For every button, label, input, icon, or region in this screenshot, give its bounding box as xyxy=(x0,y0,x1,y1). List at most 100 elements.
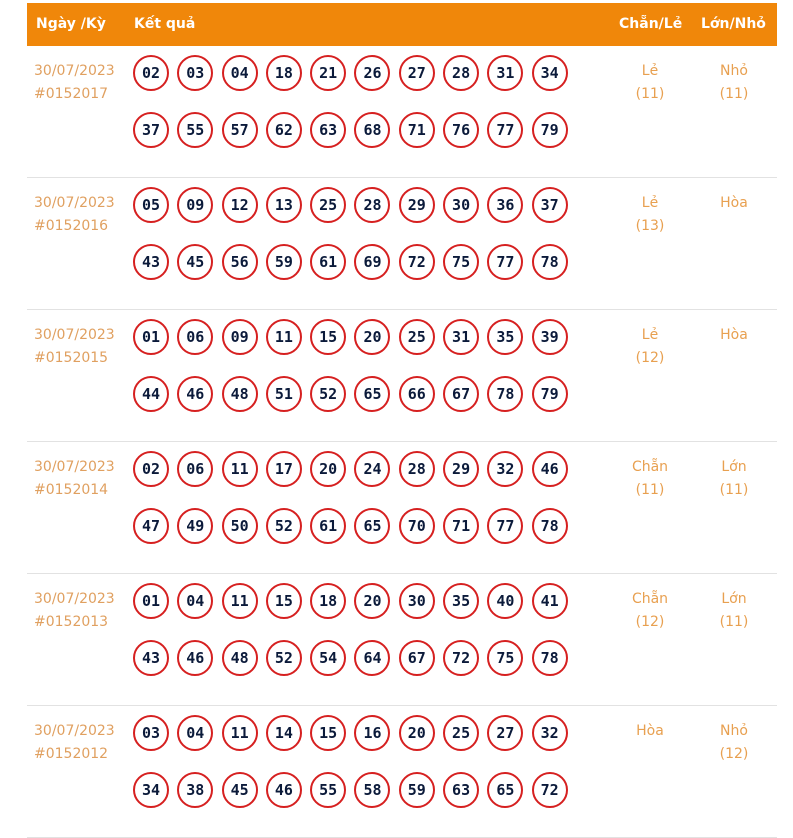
number-ball: 26 xyxy=(354,55,391,91)
parity-result: Chẵn xyxy=(631,591,669,607)
number-ball: 03 xyxy=(177,55,214,91)
header-size: Lớn/Nhỏ xyxy=(701,16,766,32)
parity-cell: Chẵn (11) xyxy=(615,456,685,502)
size-cell: Hòa xyxy=(699,324,769,347)
number-ball: 02 xyxy=(133,451,169,487)
number-ball: 48 xyxy=(221,640,258,676)
draw-id: #0152012 xyxy=(34,746,109,762)
size-result: Hòa xyxy=(720,195,748,211)
number-ball: 24 xyxy=(354,451,391,487)
number-ball: 13 xyxy=(265,187,302,223)
number-ball: 72 xyxy=(443,640,480,676)
parity-count: (13) xyxy=(635,218,665,234)
number-ball: 62 xyxy=(265,112,302,148)
number-ball: 46 xyxy=(265,772,302,808)
table-row: 30/07/2023 #0152017 02 03 04 18 21 26 27 28 31 34 3… xyxy=(27,46,777,178)
number-ball: 71 xyxy=(398,112,435,148)
number-ball: 32 xyxy=(487,451,524,487)
parity-count: (12) xyxy=(635,350,665,366)
draw-date: 30/07/2023 xyxy=(34,327,115,343)
number-ball: 20 xyxy=(354,583,391,619)
number-ball: 14 xyxy=(265,715,302,751)
number-ball: 52 xyxy=(265,508,302,544)
parity-result: Lẻ xyxy=(641,327,659,343)
number-ball: 15 xyxy=(310,715,347,751)
number-ball: 67 xyxy=(443,376,480,412)
number-ball: 37 xyxy=(531,187,568,223)
number-ball: 30 xyxy=(443,187,480,223)
number-ball: 76 xyxy=(443,112,480,148)
parity-cell: Hòa xyxy=(615,720,685,743)
number-ball: 39 xyxy=(531,319,568,355)
draw-id: #0152017 xyxy=(34,86,109,102)
number-ball: 35 xyxy=(443,583,480,619)
draw-id: #0152015 xyxy=(34,350,109,366)
number-ball: 50 xyxy=(221,508,258,544)
parity-count: (12) xyxy=(635,614,665,630)
number-ball: 55 xyxy=(177,112,214,148)
number-ball: 29 xyxy=(443,451,480,487)
number-ball: 71 xyxy=(443,508,480,544)
size-cell: Lớn (11) xyxy=(699,588,769,634)
result-numbers: 02 06 11 17 20 24 28 29 32 46 47 49 50 52 61 65 70 71 77 78 xyxy=(133,451,583,565)
result-numbers: 03 04 11 14 15 16 20 25 27 32 34 38 45 46 55 58 59 63 65 72 xyxy=(133,715,583,829)
number-ball: 59 xyxy=(398,772,435,808)
number-ball: 06 xyxy=(177,319,214,355)
number-ball: 30 xyxy=(398,583,435,619)
draw-date: 30/07/2023 xyxy=(34,591,115,607)
parity-cell: Lẻ (12) xyxy=(615,324,685,370)
parity-count: (11) xyxy=(635,482,665,498)
size-cell: Lớn (11) xyxy=(699,456,769,502)
number-ball: 01 xyxy=(133,319,169,355)
number-ball: 65 xyxy=(487,772,524,808)
number-ball: 40 xyxy=(487,583,524,619)
number-ball: 72 xyxy=(531,772,568,808)
number-ball: 46 xyxy=(531,451,568,487)
size-count: (11) xyxy=(719,482,749,498)
draw-info: 30/07/2023 #0152014 xyxy=(34,456,115,502)
draw-info: 30/07/2023 #0152012 xyxy=(34,720,115,766)
number-ball: 46 xyxy=(177,640,214,676)
number-ball: 78 xyxy=(487,376,524,412)
header-result: Kết quả xyxy=(134,16,196,32)
draw-id: #0152016 xyxy=(34,218,109,234)
number-ball: 77 xyxy=(487,508,524,544)
number-ball: 20 xyxy=(354,319,391,355)
parity-cell: Chẵn (12) xyxy=(615,588,685,634)
draw-date: 30/07/2023 xyxy=(34,459,115,475)
draw-info: 30/07/2023 #0152013 xyxy=(34,588,115,634)
number-ball: 04 xyxy=(177,583,214,619)
number-ball: 18 xyxy=(310,583,347,619)
number-ball: 54 xyxy=(310,640,347,676)
number-ball: 52 xyxy=(310,376,347,412)
number-ball: 72 xyxy=(398,244,435,280)
number-ball: 78 xyxy=(531,640,568,676)
number-ball: 77 xyxy=(487,244,524,280)
number-ball: 65 xyxy=(354,508,391,544)
result-numbers: 05 09 12 13 25 28 29 30 36 37 43 45 56 59 61 69 72 75 77 78 xyxy=(133,187,583,301)
result-numbers: 01 04 11 15 18 20 30 35 40 41 43 46 48 52 54 64 67 72 75 78 xyxy=(133,583,583,697)
number-ball: 61 xyxy=(310,508,347,544)
result-numbers: 01 06 09 11 15 20 25 31 35 39 44 46 48 51 52 65 66 67 78 79 xyxy=(133,319,583,433)
number-ball: 59 xyxy=(265,244,302,280)
number-ball: 45 xyxy=(221,772,258,808)
number-ball: 31 xyxy=(487,55,524,91)
size-result: Lớn xyxy=(721,591,747,607)
number-ball: 46 xyxy=(177,376,214,412)
number-ball: 52 xyxy=(265,640,302,676)
draw-date: 30/07/2023 xyxy=(34,195,115,211)
number-ball: 75 xyxy=(487,640,524,676)
number-ball: 58 xyxy=(354,772,391,808)
number-ball: 67 xyxy=(398,640,435,676)
number-ball: 25 xyxy=(398,319,435,355)
header-date: Ngày /Kỳ xyxy=(36,16,106,32)
number-ball: 05 xyxy=(133,187,169,223)
number-ball: 11 xyxy=(221,451,258,487)
number-ball: 43 xyxy=(133,640,169,676)
parity-cell: Lẻ (11) xyxy=(615,60,685,106)
size-result: Nhỏ xyxy=(720,723,748,739)
parity-result: Lẻ xyxy=(641,195,659,211)
number-ball: 29 xyxy=(398,187,435,223)
number-ball: 16 xyxy=(354,715,391,751)
number-ball: 45 xyxy=(177,244,214,280)
